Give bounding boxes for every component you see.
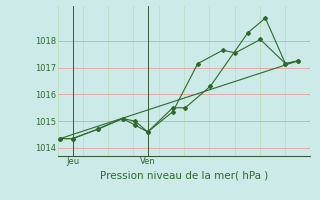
X-axis label: Pression niveau de la mer( hPa ): Pression niveau de la mer( hPa ) <box>100 171 268 181</box>
